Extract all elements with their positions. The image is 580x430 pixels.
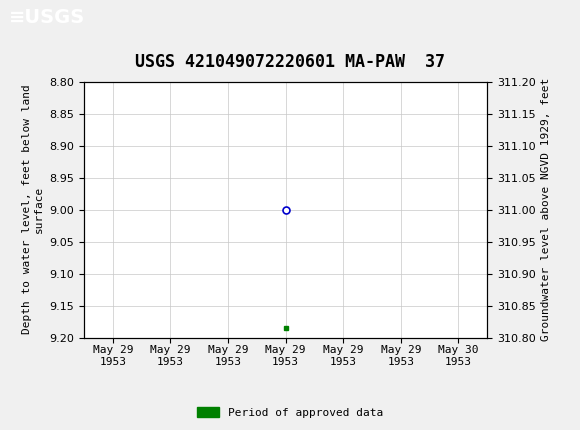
Text: ≡USGS: ≡USGS	[9, 8, 85, 27]
Legend: Period of approved data: Period of approved data	[193, 403, 387, 422]
Text: USGS 421049072220601 MA-PAW  37: USGS 421049072220601 MA-PAW 37	[135, 53, 445, 71]
Y-axis label: Depth to water level, feet below land
surface: Depth to water level, feet below land su…	[23, 85, 44, 335]
Y-axis label: Groundwater level above NGVD 1929, feet: Groundwater level above NGVD 1929, feet	[541, 78, 551, 341]
